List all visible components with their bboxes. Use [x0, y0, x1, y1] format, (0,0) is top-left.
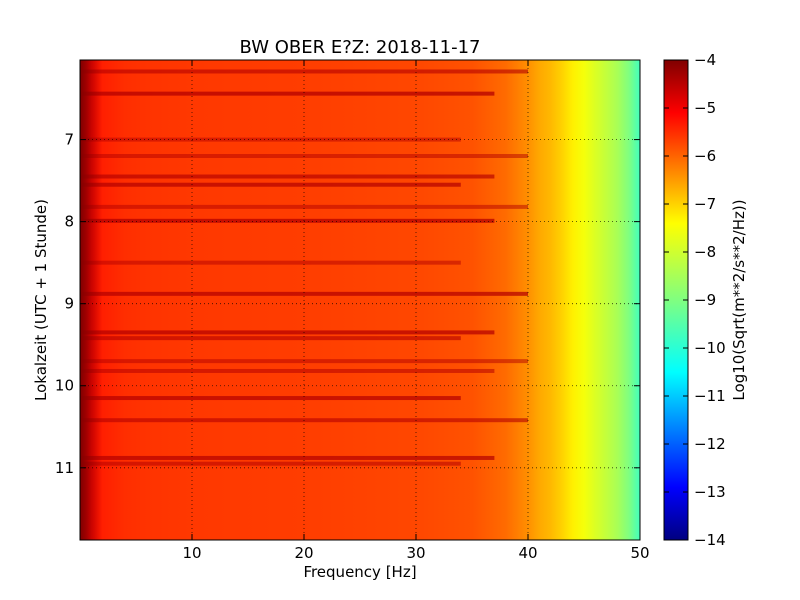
x-axis-ticks: 10 20 30 40 50 [182, 60, 650, 562]
energy-band [80, 174, 495, 179]
energy-band [80, 359, 528, 364]
chart-title: BW OBER E?Z: 2018-11-17 [240, 37, 481, 58]
colorbar-tick-label: −9 [694, 291, 716, 309]
y-axis-ticks: 7 8 9 10 11 [55, 131, 640, 477]
colorbar-tick-label: −14 [694, 531, 726, 549]
plot-frame [79, 59, 641, 541]
colorbar-tick-label: −4 [694, 51, 716, 69]
colorbar-label: Log10(Sqrt(m**2/s**2/Hz)) [730, 199, 748, 400]
colorbar-tick-label: −7 [694, 195, 716, 213]
x-tick-label: 10 [182, 544, 201, 562]
y-tick-label: 9 [64, 295, 74, 313]
energy-band [80, 368, 495, 373]
x-tick-label: 20 [294, 544, 313, 562]
energy-band [80, 137, 461, 142]
colorbar-tick-label: −12 [694, 435, 726, 453]
low-frequency-shading [80, 60, 102, 540]
energy-band [80, 461, 461, 466]
energy-band [80, 260, 461, 265]
colorbar-tick-label: −5 [694, 99, 716, 117]
colorbar: −4 −5 −6 −7 −8 −9 −10 −11 −12 −13 −14 Log10(Sqrt(m… [663, 51, 748, 549]
energy-band [80, 455, 495, 460]
energy-band [80, 330, 495, 335]
x-tick-label: 50 [630, 544, 649, 562]
colorbar-tick-label: −11 [694, 387, 726, 405]
x-axis-label: Frequency [Hz] [303, 563, 416, 581]
y-tick-label: 8 [64, 213, 74, 231]
colorbar-tick-label: −8 [694, 243, 716, 261]
energy-band [80, 218, 495, 223]
y-axis-label: Lokalzeit (UTC + 1 Stunde) [32, 199, 50, 401]
energy-band [80, 182, 461, 187]
x-tick-label: 30 [406, 544, 425, 562]
energy-band [80, 336, 461, 341]
colorbar-tick-label: −10 [694, 339, 726, 357]
colorbar-tick-label: −6 [694, 147, 716, 165]
energy-band [80, 69, 528, 74]
energy-band [80, 396, 461, 401]
y-tick-label: 11 [55, 459, 74, 477]
energy-band [80, 291, 528, 296]
colorbar-tick-label: −13 [694, 483, 726, 501]
energy-band [80, 204, 528, 209]
y-tick-label: 10 [55, 377, 74, 395]
grid-lines [80, 60, 640, 540]
spectrogram-plot-area [80, 60, 640, 540]
y-tick-label: 7 [64, 131, 74, 149]
energy-band [80, 91, 495, 96]
x-tick-label: 40 [518, 544, 537, 562]
colorbar-ticks: −4 −5 −6 −7 −8 −9 −10 −11 −12 −13 −14 [664, 51, 726, 549]
